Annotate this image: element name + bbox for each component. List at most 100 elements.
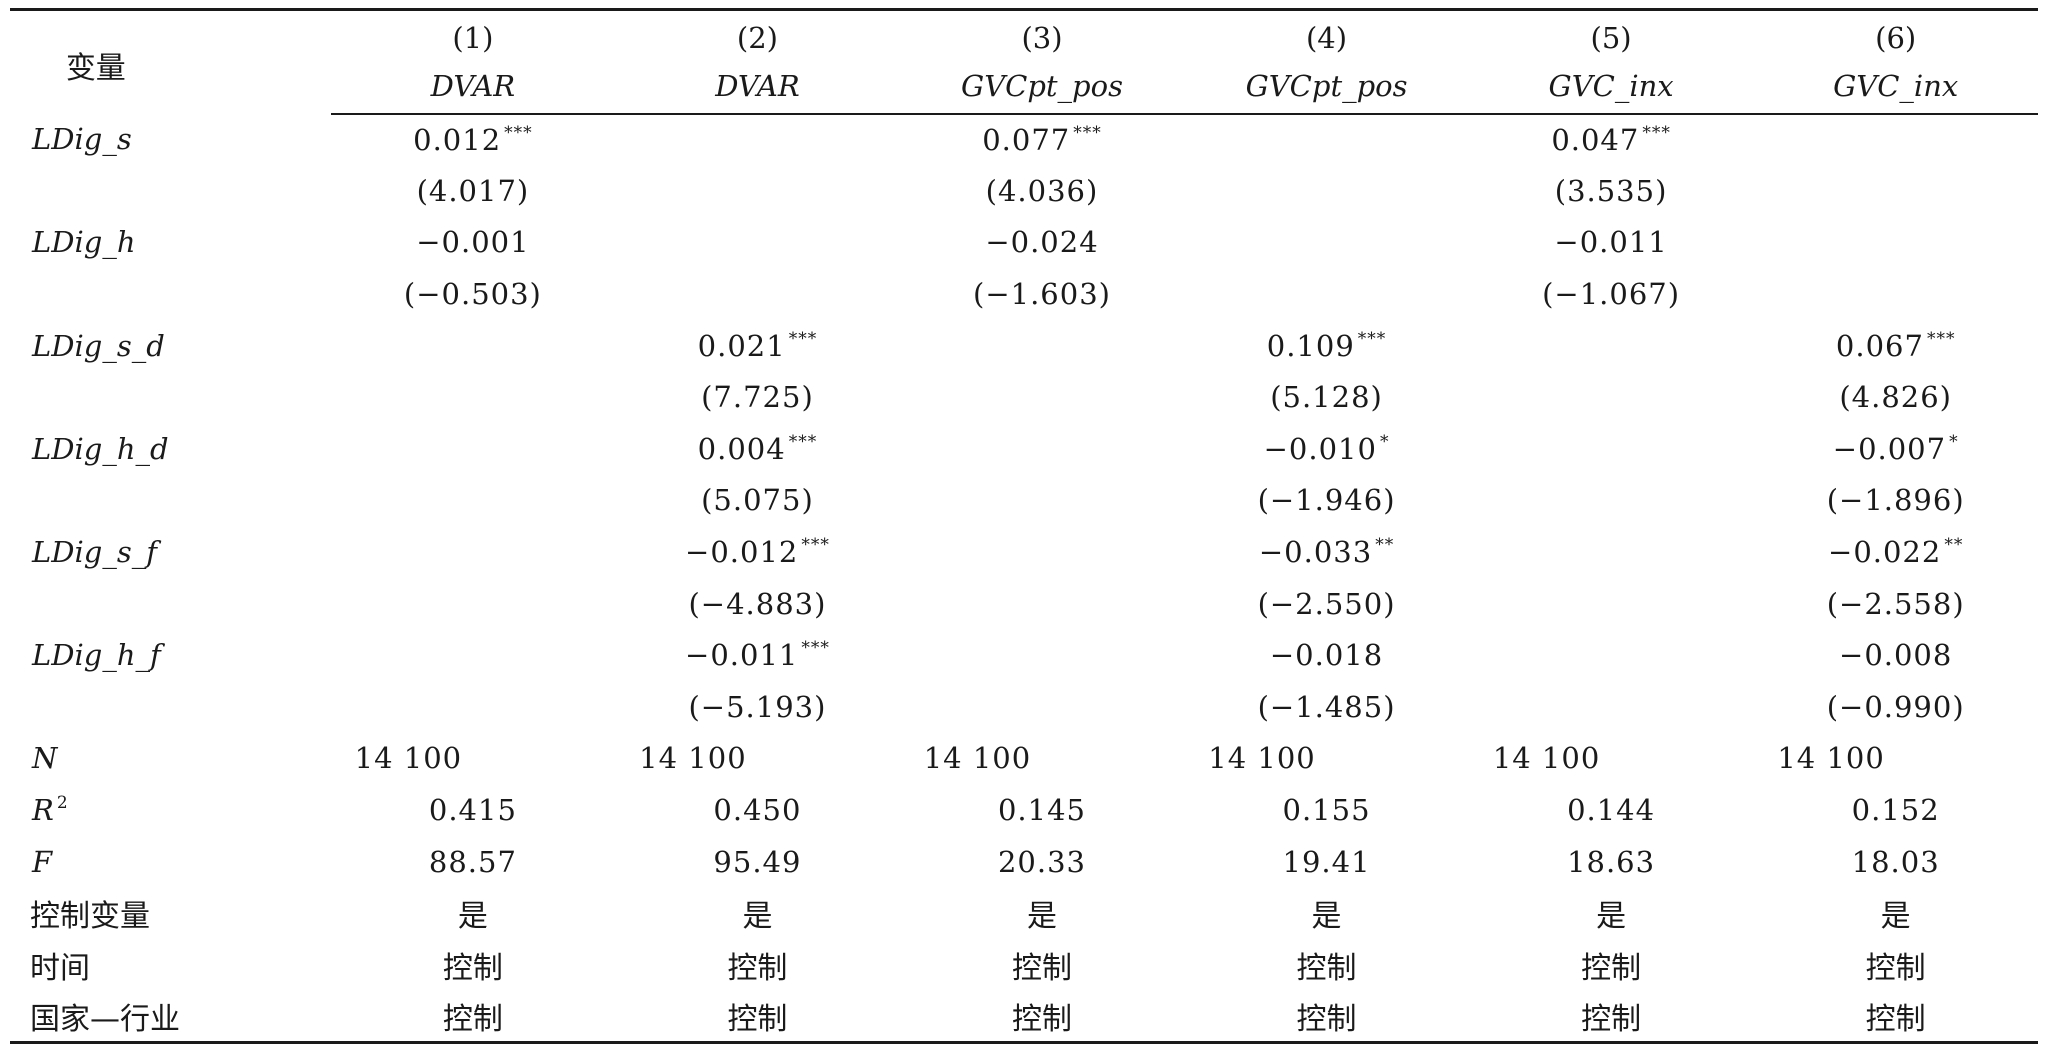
row-label: [10, 268, 331, 320]
t-statistic-cell: (−0.990): [1753, 681, 2038, 733]
row-label: [10, 681, 331, 733]
control-cell: 是: [457, 899, 488, 935]
observations-cell: 14 100: [1208, 741, 1316, 776]
cell-value: 0.067: [1835, 328, 1924, 363]
coefficient-row: LDig_h_d 0.004 *** −0.010 * −0.007 *: [10, 423, 2038, 475]
table-header: 变量 (1) (2) (3) (4) (5) (6) DVAR DVAR GVC…: [10, 10, 2038, 115]
r-label: R: [32, 793, 54, 828]
coefficient-cell: [900, 526, 1185, 578]
control-cell: 控制: [1296, 950, 1357, 986]
t-statistic-cell: [1184, 165, 1469, 217]
cell-value: −0.011: [685, 638, 799, 673]
coefficient-cell: −0.033 **: [1184, 526, 1469, 578]
coefficient-cell: [1184, 217, 1469, 269]
t-statistic-cell: [900, 475, 1185, 527]
observations-cell: 14 100: [354, 741, 463, 776]
cell-value: −0.033: [1258, 535, 1373, 570]
coefficient-cell: −0.011: [1469, 217, 1754, 269]
coefficient-cell: 0.077 ***: [900, 114, 1185, 166]
row-label: [10, 371, 331, 423]
r-squared-cell: 0.152: [1851, 793, 1940, 828]
t-statistic-cell: [331, 475, 616, 527]
cell-value: (3.535): [1554, 173, 1668, 208]
t-statistic-cell: (−1.603): [900, 268, 1185, 320]
coefficient-row: LDig_h_f −0.011 *** −0.018 −0.008: [10, 629, 2038, 681]
cell-value: (5.128): [1270, 380, 1383, 415]
coefficient-cell: 0.109 ***: [1184, 320, 1469, 372]
t-statistic-cell: (−0.503): [331, 268, 616, 320]
row-label: LDig_s_f: [32, 535, 157, 570]
column-number: (2): [736, 20, 778, 55]
cell-value: (4.017): [416, 173, 530, 208]
coefficient-cell: 0.021 ***: [615, 320, 900, 372]
dependent-variable: GVC_inx: [1468, 59, 1754, 115]
coefficient-cell: [1469, 320, 1754, 372]
control-cell: 控制: [1865, 1001, 1926, 1037]
cell-value: (−1.067): [1542, 277, 1681, 312]
cell-value: 0.047: [1551, 122, 1640, 157]
cell-value: (−2.550): [1257, 586, 1396, 621]
t-statistic-cell: (3.535): [1469, 165, 1754, 217]
control-cell: 控制: [727, 1001, 788, 1037]
coefficient-cell: −0.018: [1184, 629, 1469, 681]
t-statistic-cell: [1469, 578, 1754, 630]
significance-stars: *: [1949, 431, 1959, 452]
r-squared-cell: 0.450: [713, 793, 802, 828]
t-statistic-cell: (−1.067): [1469, 268, 1754, 320]
cell-value: 0.109: [1266, 328, 1355, 363]
regression-table-container: 变量 (1) (2) (3) (4) (5) (6) DVAR DVAR GVC…: [10, 8, 2038, 1044]
cell-value: (4.826): [1839, 380, 1952, 415]
r-squared-cell: 0.145: [997, 793, 1086, 828]
dependent-variable: GVC_inx: [1753, 59, 2038, 115]
t-statistic-cell: (−4.883): [615, 578, 900, 630]
t-statistic-cell: (−5.193): [615, 681, 900, 733]
regression-table: 变量 (1) (2) (3) (4) (5) (6) DVAR DVAR GVC…: [10, 8, 2038, 1044]
t-statistic-cell: (−2.558): [1753, 578, 2038, 630]
coefficient-cell: [331, 423, 616, 475]
row-label: LDig_s_d: [32, 328, 165, 363]
control-cell: 是: [1026, 899, 1057, 935]
control-cell: 控制: [442, 950, 503, 986]
t-statistic-cell: [1184, 268, 1469, 320]
coefficient-cell: [1469, 423, 1754, 475]
header-row-column-numbers: 变量 (1) (2) (3) (4) (5) (6): [10, 10, 2038, 86]
coefficient-cell: [1469, 629, 1754, 681]
cell-value: −0.018: [1269, 638, 1384, 673]
r-squared-exponent: 2: [56, 793, 68, 814]
table-body: LDig_s 0.012 *** 0.077 *** 0.047 *** (4.017) (4.…: [10, 114, 2038, 1043]
dependent-variable: DVAR: [330, 59, 616, 115]
control-cell: 控制: [727, 950, 788, 986]
control-row-label: 国家—行业: [30, 1001, 180, 1037]
significance-stars: ***: [1926, 328, 1956, 349]
control-row: 时间 控制 控制 控制 控制 控制 控制: [10, 939, 2038, 991]
cell-value: 0.012: [413, 122, 502, 157]
t-statistic-row: (−0.503) (−1.603) (−1.067): [10, 268, 2038, 320]
cell-value: (7.725): [701, 380, 814, 415]
coefficient-cell: [331, 629, 616, 681]
cell-value: −0.022: [1828, 535, 1942, 570]
cell-value: −0.024: [985, 225, 1099, 260]
coefficient-row: LDig_s_f −0.012 *** −0.033 ** −0.022 **: [10, 526, 2038, 578]
coefficient-cell: [900, 320, 1185, 372]
r-squared-cell: 0.415: [428, 793, 517, 828]
significance-stars: **: [1944, 535, 1964, 556]
coefficient-cell: −0.022 **: [1753, 526, 2038, 578]
significance-stars: ***: [801, 638, 830, 659]
row-label: LDig_h: [32, 225, 136, 260]
column-number: (4): [1305, 20, 1348, 55]
coefficient-cell: −0.011 ***: [615, 629, 900, 681]
observations-cell: 14 100: [923, 741, 1032, 776]
f-statistic-cell: 18.03: [1851, 844, 1940, 879]
cell-value: 0.077: [982, 122, 1071, 157]
cell-value: (−1.603): [973, 277, 1111, 312]
control-cell: 控制: [442, 1001, 503, 1037]
t-statistic-cell: [1753, 268, 2038, 320]
column-number: (1): [452, 20, 494, 55]
control-cell: 控制: [1011, 1001, 1072, 1037]
cell-value: −0.012: [685, 535, 799, 570]
coefficient-cell: [1184, 114, 1469, 166]
coefficient-cell: [331, 320, 616, 372]
header-row-dependent-variables: DVAR DVAR GVCpt_pos GVCpt_pos GVC_inx GV…: [10, 59, 2038, 115]
row-label: [10, 475, 331, 527]
